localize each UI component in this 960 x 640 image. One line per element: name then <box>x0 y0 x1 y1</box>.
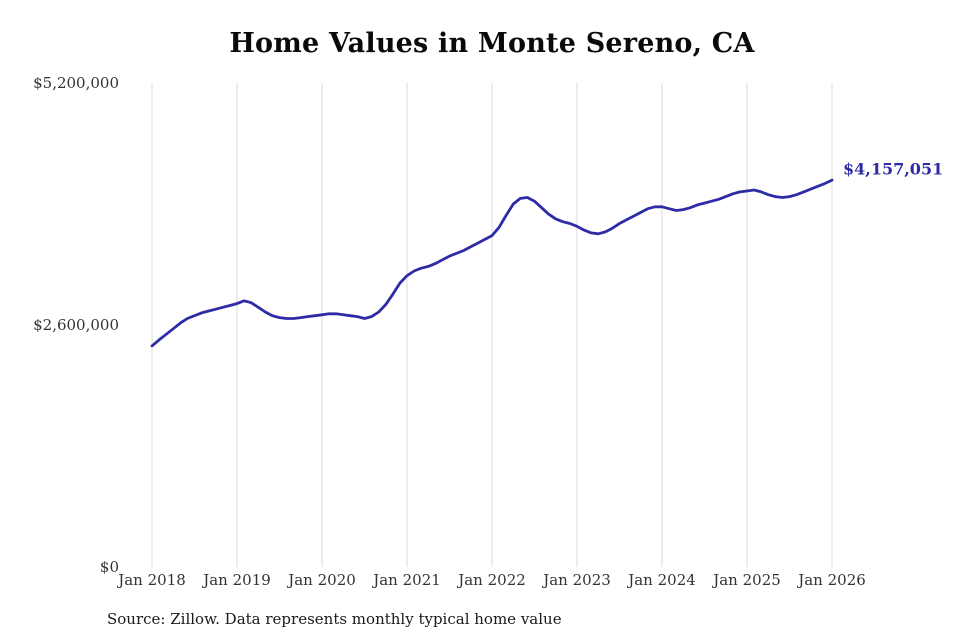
y-tick-label: $2,600,000 <box>33 316 119 334</box>
x-tick-label: Jan 2019 <box>203 571 271 589</box>
x-tick-label: Jan 2021 <box>373 571 441 589</box>
x-tick-label: Jan 2020 <box>288 571 356 589</box>
latest-value-label: $4,157,051 <box>843 159 944 179</box>
source-note: Source: Zillow. Data represents monthly … <box>107 610 562 628</box>
chart-title: Home Values in Monte Sereno, CA <box>229 28 755 59</box>
y-tick-label: $0 <box>99 558 119 576</box>
x-tick-label: Jan 2022 <box>458 571 526 589</box>
x-tick-label: Jan 2023 <box>543 571 611 589</box>
y-tick-label: $5,200,000 <box>33 74 119 92</box>
y-axis-ticks: $0 $2,600,000 $5,200,000 <box>0 0 119 640</box>
x-tick-label: Jan 2025 <box>713 571 781 589</box>
x-tick-label: Jan 2018 <box>118 571 186 589</box>
home-value-line <box>150 178 834 348</box>
x-axis-ticks: Jan 2018 Jan 2019 Jan 2020 Jan 2021 Jan 2022… <box>0 571 960 593</box>
x-tick-label: Jan 2026 <box>798 571 866 589</box>
x-tick-label: Jan 2024 <box>628 571 696 589</box>
